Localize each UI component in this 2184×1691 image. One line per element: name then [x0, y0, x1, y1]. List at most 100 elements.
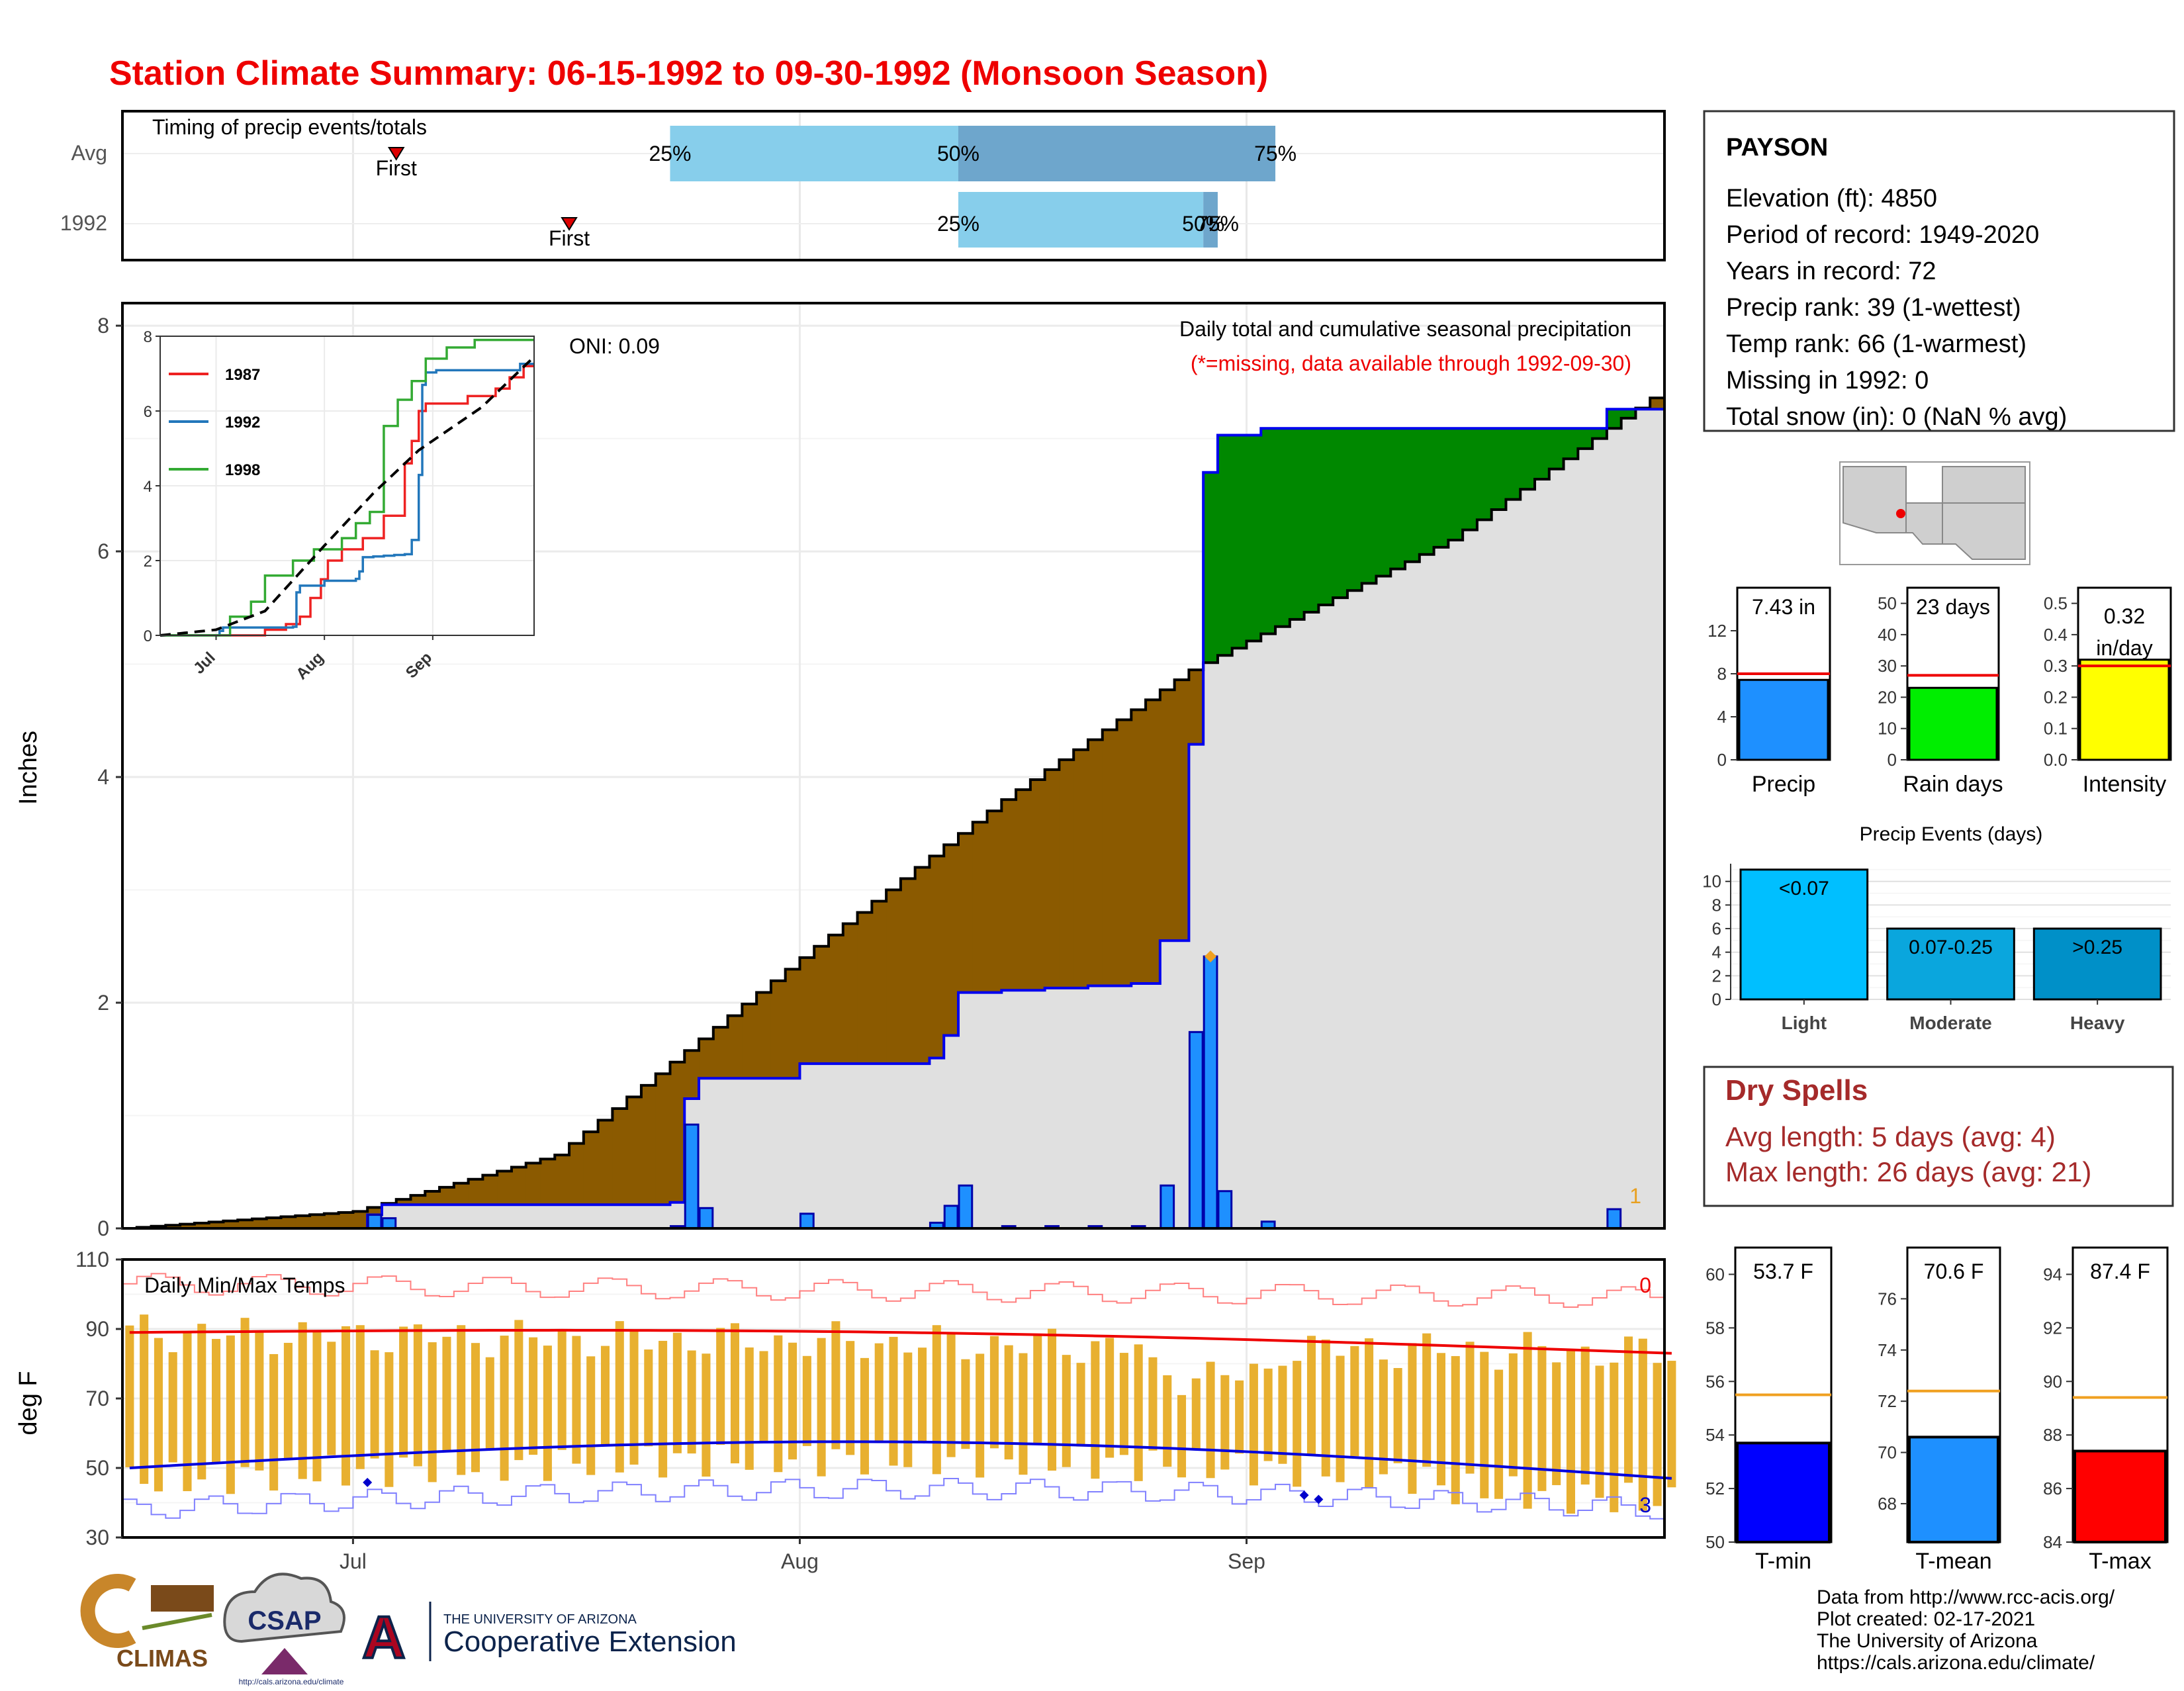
temp-range-bar [355, 1325, 365, 1469]
temp-range-bar [471, 1343, 480, 1473]
deficit-segment [1189, 670, 1204, 745]
tmax-record-line [122, 1273, 1665, 1308]
deficit-segment [180, 1224, 195, 1228]
station-line: Missing in 1992: 0 [1726, 367, 1929, 394]
temp-range-bar [1667, 1361, 1676, 1488]
temp-label: Daily Min/Max Temps [144, 1273, 345, 1297]
temp-lines [122, 1273, 1672, 1520]
temp-range-bar [1595, 1365, 1604, 1498]
summary-ytick-label: 12 [1707, 621, 1727, 641]
timing-percentile-label: 75% [1197, 212, 1239, 236]
surplus-segment [1433, 428, 1449, 547]
surplus-segment [1606, 409, 1622, 429]
temp-range-bar [1206, 1361, 1215, 1479]
temp-range-bar [1177, 1394, 1187, 1478]
temp-range-bar [1148, 1357, 1158, 1451]
temp-range-bar [932, 1325, 941, 1475]
cumulative-1992-line [122, 408, 1664, 1230]
deficit-segment [1116, 719, 1132, 986]
temp-range-bar [831, 1321, 841, 1449]
temp-range-bar [1306, 1336, 1316, 1456]
deficit-segment [1174, 680, 1190, 941]
deficit-segment [251, 1218, 267, 1228]
temp-summary-ytick-label: 88 [2043, 1425, 2062, 1445]
deficit-segment [799, 957, 815, 1064]
temp-range-bar [1263, 1368, 1273, 1461]
inset-series-1987 [160, 365, 534, 637]
summary-category-label: Precip [1752, 772, 1815, 797]
temp-range-bar [1321, 1340, 1330, 1477]
tmin-avg-line [129, 1440, 1672, 1480]
inset-ytick-label: 0 [144, 627, 152, 645]
temp-y-axis: 30 50 70 90 110 [75, 1248, 122, 1549]
summary-value-bar [2079, 659, 2170, 761]
temp-range-bar [730, 1323, 739, 1464]
inset-legend: 1987 1992 1998 [169, 366, 260, 479]
events-bar-label: <0.07 [1779, 878, 1829, 899]
events-ytick-label: 2 [1712, 966, 1721, 985]
surplus-segment [1549, 428, 1565, 469]
deficit-segment [627, 1097, 642, 1205]
temp-summary-value-label: 70.6 F [1924, 1259, 1984, 1283]
temp-ytick-label: 30 [85, 1526, 109, 1549]
temp-range-bar [1523, 1332, 1532, 1509]
temp-ytick-label: 50 [85, 1456, 109, 1480]
temp-range-bar [989, 1336, 999, 1449]
state-shapes [1843, 466, 2026, 560]
temp-range-bar [1451, 1355, 1460, 1504]
daily-precip-bar [799, 1212, 815, 1230]
temp-range-bar [572, 1336, 581, 1464]
deficit-segment [295, 1215, 310, 1228]
daily-precip-bar [381, 1217, 397, 1230]
deficit-segment [814, 946, 829, 1064]
temp-range-bar [514, 1320, 523, 1461]
temp-range-bar [1494, 1369, 1504, 1499]
footer-line: The University of Arizona [1817, 1630, 2038, 1652]
deficit-segment [425, 1191, 440, 1205]
temp-summary-ytick-label: 72 [1878, 1391, 1897, 1411]
temp-range-bar [1105, 1338, 1115, 1458]
surplus-segment [1463, 428, 1478, 530]
deficit-segment [310, 1214, 325, 1228]
deficit-segment [713, 1027, 729, 1079]
temp-ylabel: deg F [15, 1371, 42, 1435]
inset-legend-label: 1992 [225, 414, 260, 432]
deficit-segment [410, 1195, 426, 1205]
climas-swoosh [80, 1574, 136, 1648]
temp-range-bar [183, 1332, 192, 1492]
temp-range-bar [1220, 1375, 1230, 1470]
temp-range-bar [255, 1330, 264, 1471]
temp-range-bar [197, 1324, 206, 1480]
missing-count: 1 [1629, 1184, 1641, 1208]
deficit-segment [223, 1220, 238, 1228]
station-line: Period of record: 1949-2020 [1726, 221, 2039, 249]
temp-range-bar [1465, 1342, 1475, 1474]
footer-line: Plot created: 02-17-2021 [1817, 1608, 2035, 1630]
summary-bar-charts: 0 4 8 12 7.43 in Precip 0 10 20 30 40 50 23 days Rain… [1707, 586, 2172, 797]
surplus-segment [1563, 428, 1578, 459]
footer-line: Data from http://www.rcc-acis.org/ [1817, 1586, 2115, 1608]
surplus-segment [1347, 428, 1363, 591]
inset-legend-label: 1987 [225, 366, 260, 384]
timing-marker-icon [561, 217, 578, 231]
temp-range-bar [586, 1356, 596, 1475]
deficit-segment [944, 845, 959, 1036]
temp-range-bar [860, 1357, 869, 1475]
deficit-segment [439, 1187, 455, 1205]
temp-range-bar [702, 1353, 711, 1477]
dry-spells-max: Max length: 26 days (avg: 21) [1725, 1156, 2091, 1187]
deficit-segment [900, 878, 916, 1064]
temp-summary-ytick-label: 70 [1878, 1443, 1897, 1463]
temp-range-bar [774, 1335, 783, 1473]
temp-summary-category-label: T-min [1755, 1549, 1811, 1574]
daily-precip-bar [367, 1214, 383, 1230]
surplus-segment [1448, 428, 1463, 541]
temp-range-bar [125, 1325, 134, 1467]
summary-ytick-label: 8 [1717, 664, 1727, 684]
precip-events-chart: Precip Events (days) 0 2 4 6 8 10 <0.07 Light 0.… [1702, 823, 2171, 1033]
temp-range-bar [889, 1336, 898, 1466]
temp-range-bar [874, 1343, 884, 1443]
temp-range-bar [341, 1326, 351, 1486]
temp-daily-bars [125, 1314, 1676, 1514]
summary-ytick-label: 4 [1717, 707, 1727, 727]
